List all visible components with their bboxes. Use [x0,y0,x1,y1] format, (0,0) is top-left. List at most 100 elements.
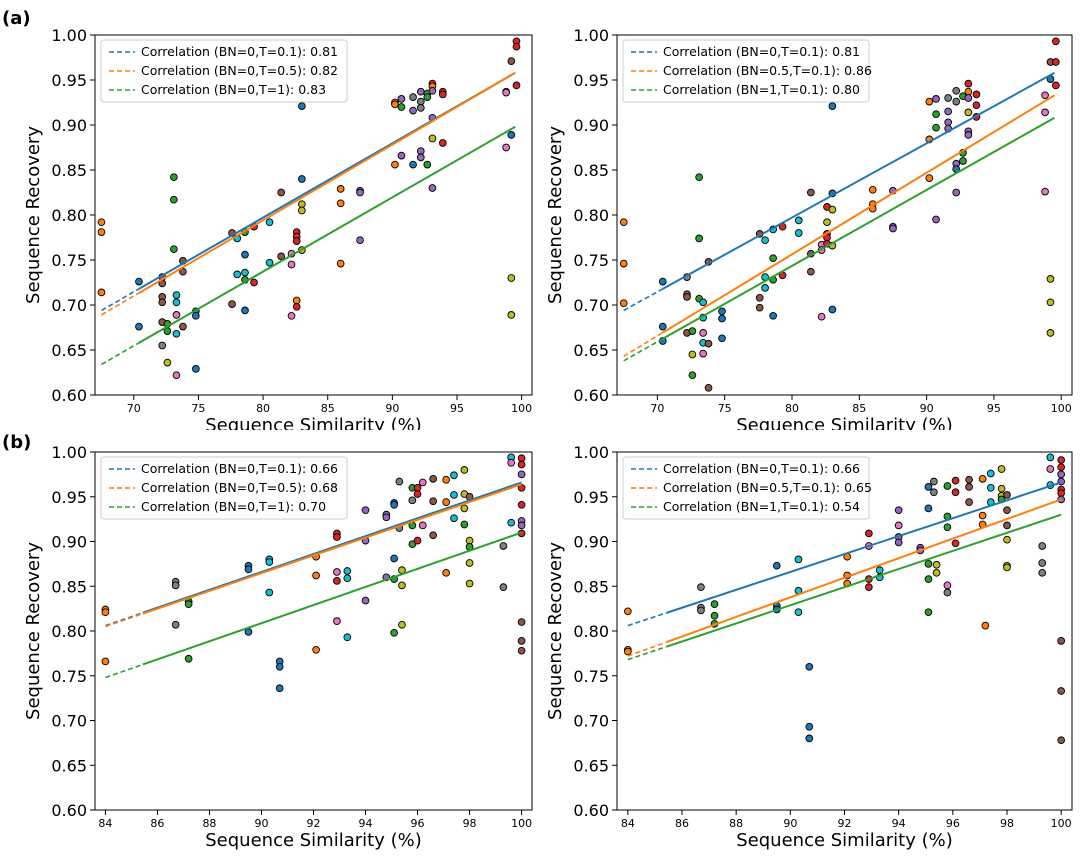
data-point [925,97,934,106]
data-point [619,259,628,268]
data-point [172,298,181,307]
data-point [965,483,973,491]
data-point [695,234,703,243]
data-point [382,513,391,522]
data-point [507,518,516,527]
x-tick-label: 75 [191,402,205,415]
data-point [172,311,181,319]
data-point [390,500,398,509]
data-point [965,475,973,484]
data-point [755,293,764,302]
data-point [761,284,769,292]
data-point [704,383,713,392]
data-point [964,79,973,88]
data-point [997,484,1006,493]
data-point [460,466,469,474]
data-point [868,185,877,194]
data-point [623,647,632,656]
data-point [398,620,406,629]
legend-entry: Correlation (BN=0,T=0.1): 0.66 [663,461,860,476]
data-point [794,555,803,564]
data-point [172,329,181,338]
y-tick-label: 0.60 [573,801,609,820]
y-tick-label: 0.80 [573,622,609,641]
y-tick-label: 0.70 [573,712,609,731]
data-point [241,250,249,259]
regression-line [666,498,1062,643]
x-tick-label: 90 [385,402,399,415]
data-point [423,93,432,101]
data-point [1057,687,1066,695]
data-point [170,173,178,182]
x-tick-label: 92 [307,817,321,830]
data-point [450,491,458,499]
data-point [699,329,708,337]
regression-line [662,116,1055,340]
data-point [761,236,769,245]
data-point [390,628,398,637]
data-point [1041,108,1049,117]
data-point [1051,81,1060,90]
data-point [688,350,697,359]
panel-label-a: (a) [2,8,31,29]
data-point [416,97,425,106]
data-point [986,469,995,478]
data-point [179,322,187,331]
legend-entry: Correlation (BN=0.5,T=0.1): 0.65 [663,480,872,495]
data-point [619,218,628,227]
legend-entry: Correlation (BN=0,T=0.1): 0.81 [141,44,338,59]
data-point [658,322,667,331]
x-tick-label: 86 [150,817,164,830]
data-point [944,94,953,102]
data-point [658,277,667,286]
y-axis-label: Sequence Recovery [545,542,566,720]
data-point [275,662,284,671]
data-point [943,581,952,590]
data-point [101,657,110,666]
data-point [805,662,814,671]
y-tick-label: 0.75 [573,251,609,270]
data-point [465,559,474,567]
chart-b-right: 84 86 88 90 92 94 96 98 100 0.60 0.65 0.70 0.75 0.80 0… [545,443,1073,851]
data-point [241,268,249,277]
regression-line-dashed [101,342,140,366]
x-tick-label: 90 [783,817,797,830]
data-point [1057,456,1066,464]
data-point [924,483,933,491]
data-point [158,341,167,350]
data-point [1003,563,1011,572]
data-point [683,293,691,301]
data-point [413,483,422,492]
y-tick-label: 0.95 [51,71,87,90]
data-point [442,568,451,577]
regression-line-dashed [105,663,144,679]
x-tick-label: 84 [621,817,635,830]
data-point [924,560,933,568]
data-point [865,529,873,538]
data-point [507,274,516,282]
data-point [343,633,352,642]
data-point [135,322,143,331]
data-point [1038,542,1047,550]
regression-line [662,71,1055,290]
data-point [972,90,981,99]
data-point [292,296,301,305]
data-point [517,618,526,626]
legend-box [100,39,348,103]
data-point [865,583,873,591]
data-point [875,566,884,574]
data-point [932,560,941,569]
data-point [397,151,406,160]
data-point [428,86,437,95]
plot-area [101,453,526,693]
data-point [409,160,417,169]
regression-line [142,483,522,615]
plot-area [97,37,521,380]
data-point [312,645,320,654]
y-tick-label: 0.70 [51,296,87,315]
data-point [184,654,193,663]
data-point [163,358,172,367]
data-point [507,311,516,319]
regression-line-dashed [105,611,144,627]
plot-area [619,37,1060,392]
